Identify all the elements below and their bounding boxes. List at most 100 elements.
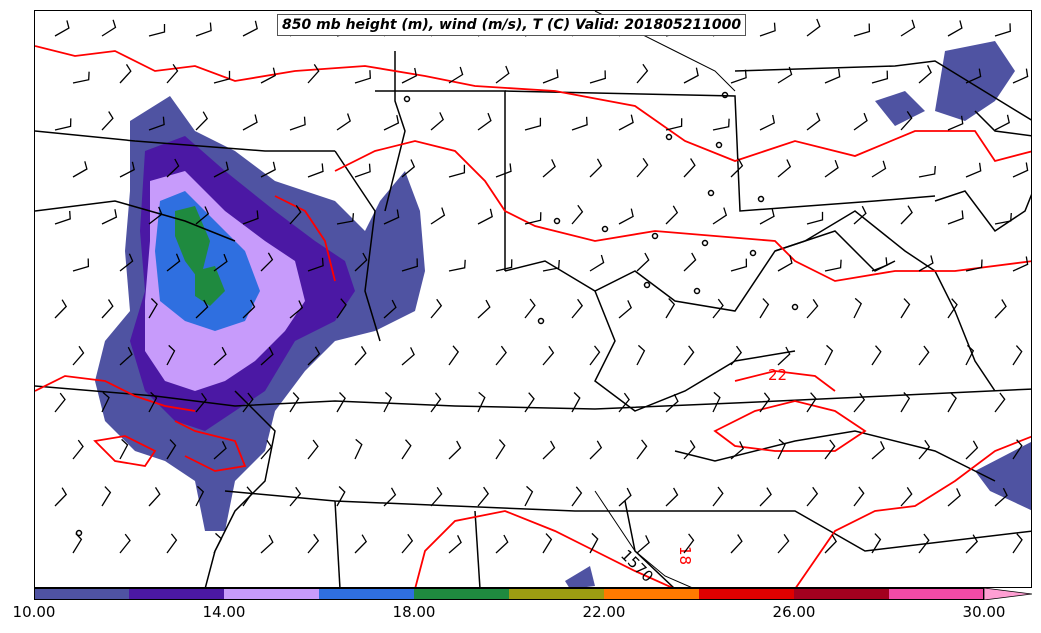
wind-barb <box>871 70 889 84</box>
wind-barb <box>712 486 724 507</box>
wind-barb <box>307 163 324 178</box>
wind-barb <box>665 393 679 413</box>
border-line <box>334 500 341 587</box>
border-line <box>384 51 406 212</box>
wind-barb <box>853 205 867 225</box>
wind-barb <box>1012 439 1023 460</box>
wind-barb <box>777 255 793 272</box>
wind-barb <box>260 161 276 178</box>
wind-barb <box>383 299 397 319</box>
wind-barb <box>994 392 1006 413</box>
wind-barbs <box>54 17 1029 554</box>
wind-barb <box>683 158 696 178</box>
wind-barb <box>759 298 770 319</box>
wind-speed-shading <box>95 41 1031 587</box>
wind-barb <box>947 115 964 131</box>
wind-barb <box>824 159 839 178</box>
wind-barb <box>383 487 397 507</box>
wind-barb <box>712 391 721 413</box>
border-line <box>504 90 936 212</box>
wind-barb <box>72 345 85 366</box>
wind-barb <box>900 205 913 225</box>
border-line <box>504 230 896 312</box>
wind-barb <box>289 392 300 413</box>
contour-label-22: 22 <box>768 366 787 384</box>
colorbar-bin <box>604 588 699 600</box>
station-marker <box>665 133 673 141</box>
map-panel: 22 18 1570 <box>34 10 1032 588</box>
wind-barb <box>853 112 868 131</box>
wind-barb <box>759 208 775 225</box>
wind-barb <box>1012 345 1023 366</box>
temp-contour <box>795 435 1031 587</box>
wind-barb <box>354 252 368 272</box>
wind-barb <box>307 64 320 84</box>
wind-barb <box>195 485 205 507</box>
station-marker <box>553 217 561 225</box>
wind-barb <box>965 534 979 554</box>
wind-barb <box>918 345 930 366</box>
wind-barb <box>524 212 542 225</box>
wind-barb <box>824 259 842 272</box>
wind-barb <box>477 208 493 225</box>
border-line <box>774 210 996 392</box>
border-line <box>224 490 1031 552</box>
wind-barb <box>524 298 536 319</box>
wind-barb <box>477 486 490 507</box>
wind-barb <box>495 534 509 554</box>
wind-barb <box>401 347 415 366</box>
station-marker <box>75 529 83 537</box>
wind-barb <box>401 533 414 554</box>
station-marker <box>757 195 765 203</box>
wind-barb <box>712 298 724 319</box>
wind-barb <box>213 532 223 554</box>
wind-barb <box>636 535 650 554</box>
wind-barb <box>72 161 88 178</box>
wind-barb <box>618 487 632 507</box>
wind-barb <box>448 259 466 272</box>
wind-barb <box>777 66 793 84</box>
wind-barb <box>242 392 254 413</box>
temp-contour <box>274 195 336 282</box>
wind-barb <box>806 211 824 225</box>
wind-barb <box>571 298 584 319</box>
wind-barb <box>148 24 166 37</box>
wind-barb <box>448 440 462 460</box>
wind-barb <box>618 300 632 319</box>
wind-barb <box>54 20 70 37</box>
colorbar-bin <box>319 588 414 600</box>
station-marker <box>721 91 729 99</box>
wind-barb <box>213 70 231 84</box>
wind-barb <box>994 487 1008 507</box>
wind-barb <box>712 207 728 225</box>
station-marker <box>643 281 651 289</box>
wind-barb <box>871 257 888 272</box>
wind-barb <box>665 298 676 319</box>
colorbar-extend-arrow <box>983 588 1032 600</box>
wind-barb <box>759 114 776 131</box>
colorbar <box>34 588 1032 600</box>
wind-barb <box>900 298 911 319</box>
wind-barb <box>242 114 258 131</box>
wind-barb <box>994 114 1010 131</box>
wind-barb <box>495 259 513 272</box>
colorbar-bin <box>34 588 129 600</box>
colorbar-bin <box>224 588 319 600</box>
wind-barb <box>54 210 71 225</box>
wind-barb <box>871 533 882 554</box>
wind-barb <box>824 439 836 460</box>
wind-barb <box>166 439 177 460</box>
wind-barb <box>947 298 958 319</box>
wind-barb <box>430 392 442 413</box>
wind-barb <box>477 299 491 319</box>
station-marker <box>537 317 545 325</box>
border-line <box>35 200 236 242</box>
wind-barb <box>260 534 274 554</box>
wind-barb <box>401 67 418 84</box>
wind-barb <box>495 65 510 84</box>
border-line <box>974 110 1031 137</box>
wind-barb <box>759 392 771 413</box>
wind-barb <box>148 391 158 413</box>
shade-18-20 <box>175 206 210 281</box>
wind-barb <box>571 486 583 507</box>
